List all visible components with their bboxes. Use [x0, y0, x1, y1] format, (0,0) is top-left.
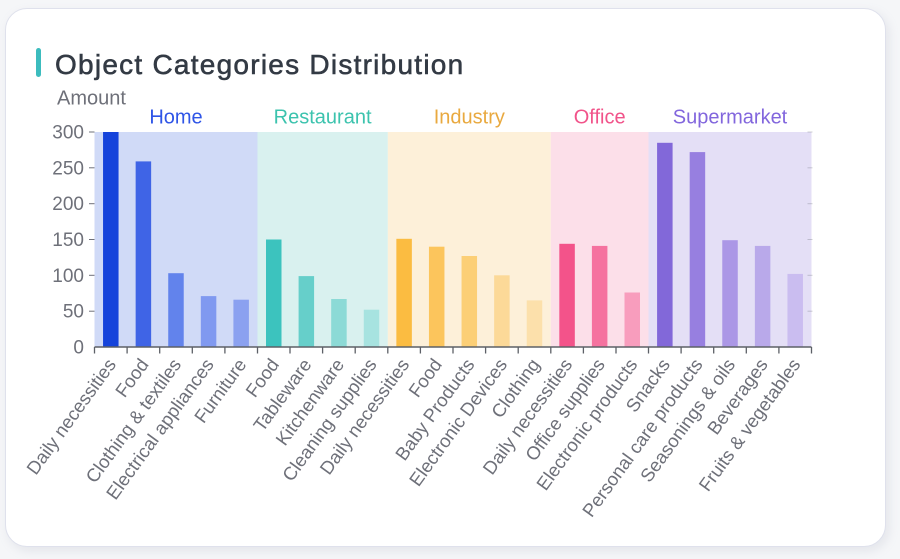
svg-text:Amount: Amount [57, 88, 126, 110]
svg-text:200: 200 [52, 194, 84, 215]
svg-text:100: 100 [52, 266, 84, 287]
svg-text:Industry: Industry [434, 107, 505, 129]
svg-text:Home: Home [149, 107, 202, 129]
svg-text:Restaurant: Restaurant [274, 107, 372, 129]
svg-text:300: 300 [52, 123, 84, 144]
svg-text:Supermarket: Supermarket [673, 107, 788, 129]
svg-text:50: 50 [63, 302, 84, 323]
svg-text:Office: Office [574, 107, 626, 129]
svg-text:250: 250 [52, 158, 84, 179]
svg-text:0: 0 [73, 338, 84, 359]
svg-text:150: 150 [52, 230, 84, 251]
